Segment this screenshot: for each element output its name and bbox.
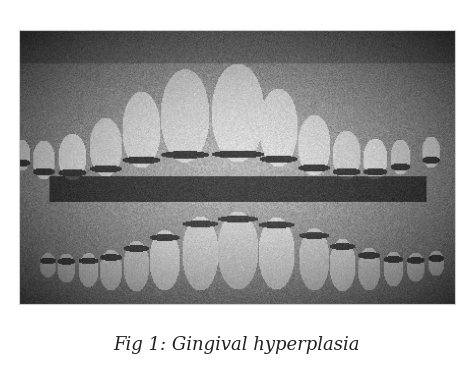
Text: Fig 1: Gingival hyperplasia: Fig 1: Gingival hyperplasia (114, 336, 360, 354)
